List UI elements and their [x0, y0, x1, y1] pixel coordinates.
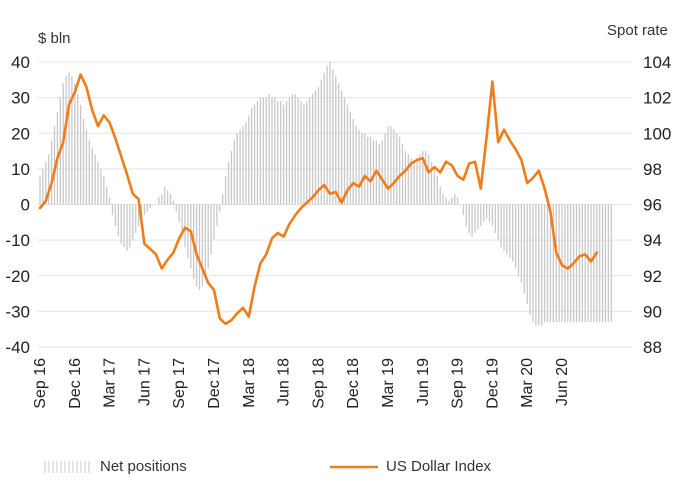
right-tick-label: 100 — [643, 124, 671, 143]
x-tick-label: Sep 19 — [450, 358, 467, 409]
left-tick-label: -10 — [5, 231, 30, 250]
right-tick-label: 102 — [643, 89, 671, 108]
us-dollar-index-swatch — [330, 465, 378, 468]
x-tick-label: Sep 18 — [310, 358, 327, 409]
right-axis-title: Spot rate — [607, 22, 668, 39]
x-tick-label: Dec 18 — [345, 358, 362, 409]
left-axis-title: $ bln — [38, 30, 71, 47]
right-tick-label: 94 — [643, 231, 662, 250]
x-tick-label: Mar 20 — [519, 358, 536, 408]
x-tick-label: Jun 20 — [554, 358, 571, 406]
legend-us-dollar-index: US Dollar Index — [330, 458, 491, 475]
right-axis-ticks: 104 102 100 98 96 94 92 90 88 — [643, 53, 671, 357]
right-tick-label: 90 — [643, 302, 662, 321]
us-dollar-index-line — [38, 73, 599, 326]
x-tick-label: Dec 16 — [67, 358, 84, 409]
right-tick-label: 92 — [643, 267, 662, 286]
x-tick-label: Jun 18 — [276, 358, 293, 406]
x-tick-label: Mar 17 — [102, 358, 119, 408]
left-tick-label: -30 — [5, 302, 30, 321]
x-tick-label: Jun 19 — [415, 358, 432, 406]
legend-label-us-dollar-index: US Dollar Index — [386, 458, 492, 475]
x-tick-label: Dec 19 — [484, 358, 501, 409]
left-tick-label: 20 — [11, 124, 30, 143]
left-tick-label: 0 — [21, 196, 30, 215]
left-tick-label: 10 — [11, 160, 30, 179]
x-tick-label: Dec 17 — [206, 358, 223, 409]
right-tick-label: 88 — [643, 338, 662, 357]
x-tick-label: Sep 17 — [171, 358, 188, 409]
legend-net-positions: Net positions — [44, 458, 187, 475]
right-tick-label: 98 — [643, 160, 662, 179]
left-tick-label: -40 — [5, 338, 30, 357]
net-positions-bars — [39, 62, 612, 326]
left-tick-label: 40 — [11, 53, 30, 72]
x-tick-label: Jun 17 — [136, 358, 153, 406]
x-tick-label: Mar 18 — [241, 358, 258, 408]
x-tick-label: Sep 16 — [32, 358, 49, 409]
right-tick-label: 96 — [643, 196, 662, 215]
left-tick-label: -20 — [5, 267, 30, 286]
right-tick-label: 104 — [643, 53, 671, 72]
x-axis-ticks: Sep 16 Dec 16 Mar 17 Jun 17 Sep 17 Dec 17 Mar … — [32, 358, 571, 409]
x-tick-label: Mar 19 — [380, 358, 397, 408]
left-tick-label: 30 — [11, 89, 30, 108]
legend-label-net-positions: Net positions — [100, 458, 187, 475]
left-axis-ticks: 40 30 20 10 0 -10 -20 -30 -40 — [5, 53, 30, 357]
net-positions-swatch — [44, 460, 90, 473]
